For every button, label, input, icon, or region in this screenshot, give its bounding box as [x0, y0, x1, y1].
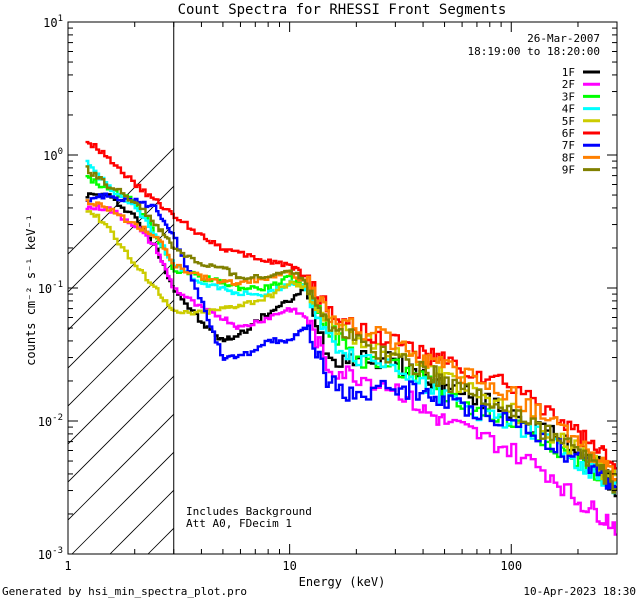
series-line-9f — [85, 165, 617, 494]
series-line-2f — [85, 204, 617, 536]
x-axis-label: Energy (keV) — [299, 575, 386, 589]
y-tick-label: 10-2 — [38, 413, 63, 429]
legend-label-6f: 6F — [562, 127, 575, 140]
hatch-line — [68, 337, 174, 445]
footer-generated-by: Generated by hsi_min_spectra_plot.pro — [2, 585, 247, 598]
annotation-background: Includes Background — [186, 505, 312, 518]
hatch-line — [109, 489, 174, 554]
legend-label-1f: 1F — [562, 66, 575, 79]
series-line-4f — [85, 159, 617, 495]
chart-title: Count Spectra for RHESSI Front Segments — [178, 2, 507, 18]
hatch-line — [68, 147, 174, 255]
legend-label-5f: 5F — [562, 115, 575, 128]
y-tick-label: 10-1 — [38, 280, 63, 296]
y-axis-label: counts cm⁻² s⁻¹ keV⁻¹ — [24, 214, 38, 366]
plot-frame — [67, 21, 618, 555]
legend-label-9f: 9F — [562, 164, 575, 177]
annotation-attenuator: Att A0, FDecim 1 — [186, 517, 292, 530]
legend-label-2f: 2F — [562, 78, 575, 91]
footer-timestamp: 10-Apr-2023 18:30 — [523, 585, 636, 598]
series-line-8f — [85, 199, 617, 482]
x-tick-label: 1 — [64, 559, 71, 573]
hatch-line — [68, 375, 174, 483]
hatch-line — [71, 451, 174, 554]
series-line-6f — [85, 140, 617, 470]
hatch-line — [68, 223, 174, 331]
legend-date: 26-Mar-2007 — [527, 32, 600, 45]
y-tick-label: 100 — [43, 147, 63, 163]
axis-ticks: 1 10 100 10-3 10-2 10-1 100 101 — [38, 14, 618, 573]
series-layer — [85, 140, 617, 536]
series-line-7f — [85, 192, 617, 490]
legend-label-8f: 8F — [562, 151, 575, 164]
y-tick-label: 101 — [43, 14, 63, 30]
legend-label-7f: 7F — [562, 139, 575, 152]
hatch-line — [68, 413, 174, 521]
x-tick-label: 100 — [500, 559, 522, 573]
legend-label-3f: 3F — [562, 90, 575, 103]
series-line-1f — [85, 192, 617, 498]
legend-label-4f: 4F — [562, 103, 575, 116]
x-tick-label: 10 — [282, 559, 296, 573]
y-tick-label: 10-3 — [38, 546, 63, 562]
hatch-line — [68, 185, 174, 293]
hatched-region — [68, 147, 174, 554]
legend-time-range: 18:19:00 to 18:20:00 — [468, 45, 600, 58]
